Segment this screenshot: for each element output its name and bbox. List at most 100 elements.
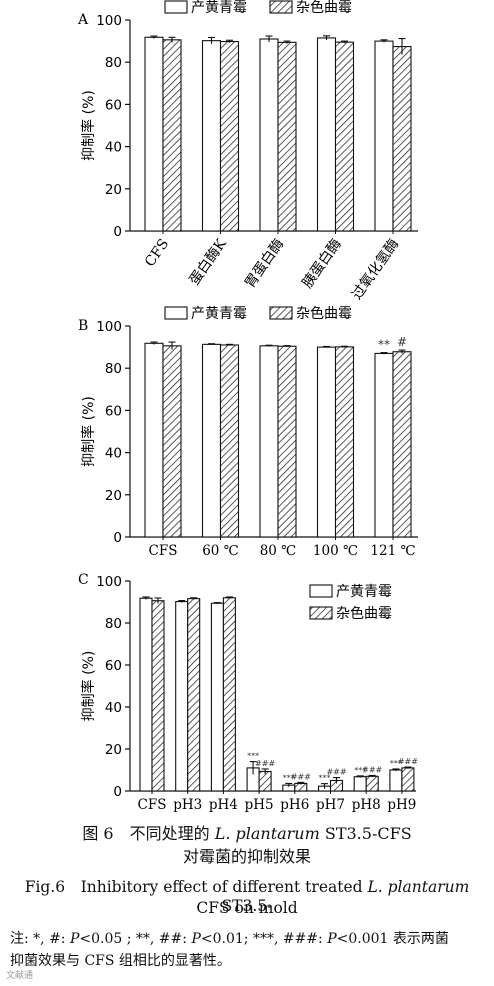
bar-aspergillus: [334, 346, 355, 538]
x-tick-label: pH8: [352, 797, 381, 813]
bar-aspergillus: [277, 41, 297, 232]
bar-penicillium: [210, 602, 224, 792]
caption-en-species: L. plantarum: [367, 878, 470, 896]
y-tick-label: 0: [113, 530, 122, 546]
legend-swatch-penicillium: [309, 584, 333, 598]
note-line1: 注: *, #: P<0.05 ; **, ##: P<0.01; ***, #…: [10, 928, 488, 950]
y-tick-label: 40: [105, 140, 122, 156]
y-tick-label: 0: [113, 224, 122, 240]
significance-mark: ###: [398, 757, 418, 766]
x-tick-label: pH5: [245, 797, 274, 813]
watermark: 文献通: [6, 971, 34, 981]
y-tick-label: 20: [105, 488, 122, 504]
y-tick-label: 100: [96, 13, 122, 29]
bar-penicillium: [144, 36, 164, 232]
y-tick-label: 80: [105, 55, 122, 71]
significance-mark: **: [378, 338, 390, 352]
bar-penicillium: [259, 38, 279, 232]
caption-en-suffix: ST3.5-: [221, 897, 273, 915]
x-tick-label: CFS: [149, 543, 178, 559]
legend-swatch-penicillium: [164, 0, 188, 14]
legend-swatch-aspergillus: [269, 0, 293, 14]
x-tick-label: 胃蛋白酶: [242, 236, 287, 291]
y-tick-label: 40: [105, 446, 122, 462]
significance-mark: ***: [283, 773, 295, 782]
significance-mark: ***: [319, 774, 331, 783]
significance-mark: ###: [291, 772, 311, 781]
x-tick-label: CFS: [138, 797, 167, 813]
x-tick-label: 蛋白酶K: [187, 236, 231, 289]
note-p3: P: [327, 931, 337, 947]
legend-label: 杂色曲霉: [296, 305, 352, 322]
bar-aspergillus: [294, 782, 308, 792]
bar-aspergillus: [162, 345, 182, 538]
bar-aspergillus: [277, 345, 297, 538]
y-tick-label: 20: [105, 742, 122, 758]
x-tick-label: 60 ℃: [202, 543, 239, 559]
note-p2: P: [191, 931, 201, 947]
panel-letter: C: [78, 572, 89, 588]
caption-cn-prefix: 图 6 不同处理的: [82, 824, 215, 843]
y-axis-label: 抑制率 (%): [80, 651, 97, 722]
legend-swatch-aspergillus: [309, 606, 333, 620]
bar-aspergillus: [392, 351, 412, 538]
bar-aspergillus: [162, 39, 182, 232]
bar-aspergillus: [219, 344, 240, 538]
caption-en-prefix: Fig.6 Inhibitory effect of different tre…: [24, 878, 368, 896]
bar-aspergillus: [365, 775, 379, 792]
bar-aspergillus: [151, 600, 165, 792]
y-axis-label: 抑制率 (%): [80, 90, 97, 161]
x-tick-label: CFS: [142, 236, 172, 270]
bar-penicillium: [139, 597, 153, 792]
caption-cn-line2: 对霉菌的抑制效果: [182, 847, 311, 866]
figure-6: A 0 20 40 60 80 100 抑制率 (%) CFS 蛋白酶K 胃蛋白酶 胰蛋白酶 过氧化氢酶…: [77, 0, 418, 813]
bar-penicillium: [201, 343, 222, 538]
caption-cn-species: L. plantarum: [214, 824, 320, 843]
y-tick-label: 80: [105, 361, 122, 377]
legend-label: 杂色曲霉: [336, 605, 392, 622]
note-line2: 抑菌效果与 CFS 组相比的显著性。: [10, 953, 231, 969]
x-tick-label: 121 ℃: [370, 543, 415, 559]
legend-swatch-penicillium: [164, 306, 188, 320]
caption-en-line2: CFS on mold: [196, 899, 298, 917]
x-tick-label: pH4: [209, 797, 238, 813]
bar-penicillium: [374, 40, 394, 232]
chart-panel-a: A 0 20 40 60 80 100 抑制率 (%) CFS 蛋白酶K 胃蛋白酶 胰蛋白酶 过氧化氢酶…: [77, 0, 418, 303]
note-c: <0.05 ; **, ##:: [79, 931, 192, 947]
significance-mark: ***: [354, 766, 366, 775]
y-tick-label: 60: [105, 658, 122, 674]
bar-aspergillus: [187, 598, 201, 792]
x-tick-label: 过氧化氢酶: [349, 236, 402, 303]
bar-aspergillus: [222, 597, 236, 792]
y-tick-label: 20: [105, 182, 122, 198]
significance-mark: ###: [362, 765, 382, 774]
caption-en-line1: Fig.6 Inhibitory effect of different tre…: [0, 875, 494, 915]
note-p1: P: [69, 931, 80, 947]
legend-label: 杂色曲霉: [296, 0, 352, 16]
x-tick-label: pH6: [280, 797, 309, 813]
bar-aspergillus: [219, 40, 240, 232]
note-a: 注: *, #:: [10, 931, 70, 947]
y-axis-label: 抑制率 (%): [80, 396, 97, 467]
bar-penicillium: [316, 346, 337, 538]
bar-aspergillus: [334, 41, 355, 232]
caption-cn-suffix: ST3.5-CFS: [319, 824, 412, 843]
bar-penicillium: [389, 769, 403, 792]
bar-penicillium: [201, 40, 222, 232]
x-tick-label: pH3: [173, 797, 202, 813]
bar-penicillium: [144, 342, 164, 538]
x-tick-label: 100 ℃: [313, 543, 358, 559]
bar-penicillium: [316, 37, 337, 232]
legend-label: 产黄青霉: [336, 583, 392, 600]
significance-mark: ***: [390, 759, 402, 768]
legend-label: 产黄青霉: [191, 305, 247, 322]
significance-mark: ###: [255, 759, 275, 768]
y-tick-label: 60: [105, 403, 122, 419]
significance-mark: #: [397, 335, 407, 349]
note-e: <0.01; ***, ###:: [200, 931, 328, 947]
y-tick-label: 40: [105, 700, 122, 716]
y-tick-label: 80: [105, 616, 122, 632]
x-tick-label: 胰蛋白酶: [300, 236, 345, 291]
bar-aspergillus: [401, 767, 415, 792]
x-tick-label: 80 ℃: [260, 543, 297, 559]
